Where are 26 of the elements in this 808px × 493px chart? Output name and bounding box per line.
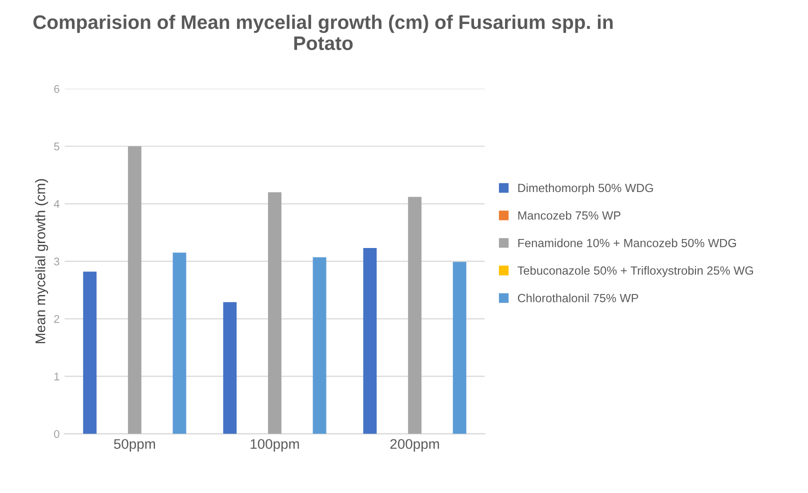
legend-label: Mancozeb 75% WP — [518, 211, 620, 220]
y-tick-label: 2 — [54, 315, 60, 323]
y-tick-label: 5 — [54, 142, 60, 150]
bar — [223, 302, 237, 434]
legend-label: Fenamidone 10% + Mancozeb 50% WDG — [518, 238, 736, 248]
x-tick-label: 100ppm — [250, 439, 299, 452]
bar — [172, 252, 186, 434]
x-tick-label: 200ppm — [390, 439, 439, 452]
legend-label: Dimethomorph 50% WDG — [518, 183, 653, 194]
bar — [83, 272, 97, 434]
bar — [408, 196, 422, 434]
bar — [128, 146, 142, 434]
y-tick-label: 3 — [54, 258, 60, 266]
bar — [363, 248, 377, 434]
bar — [312, 257, 326, 434]
y-tick-label: 6 — [54, 85, 60, 93]
bar — [452, 262, 466, 434]
legend-label: Tebuconazole 50% + Trifloxystrobin 25% WG — [518, 266, 754, 278]
y-axis-title: Mean mycelial growth (cm) — [35, 179, 48, 344]
x-tick-label: 50ppm — [114, 439, 155, 452]
bar — [268, 192, 282, 434]
legend-label: Chlorothalonil 75% WP — [518, 294, 638, 302]
y-tick-label: 4 — [54, 200, 60, 208]
chart-title: Comparision of Mean mycelial growth (cm) of Fusarium spp. in Potato — [33, 14, 613, 50]
y-tick-label: 1 — [54, 372, 60, 380]
y-tick-label: 0 — [54, 430, 60, 438]
